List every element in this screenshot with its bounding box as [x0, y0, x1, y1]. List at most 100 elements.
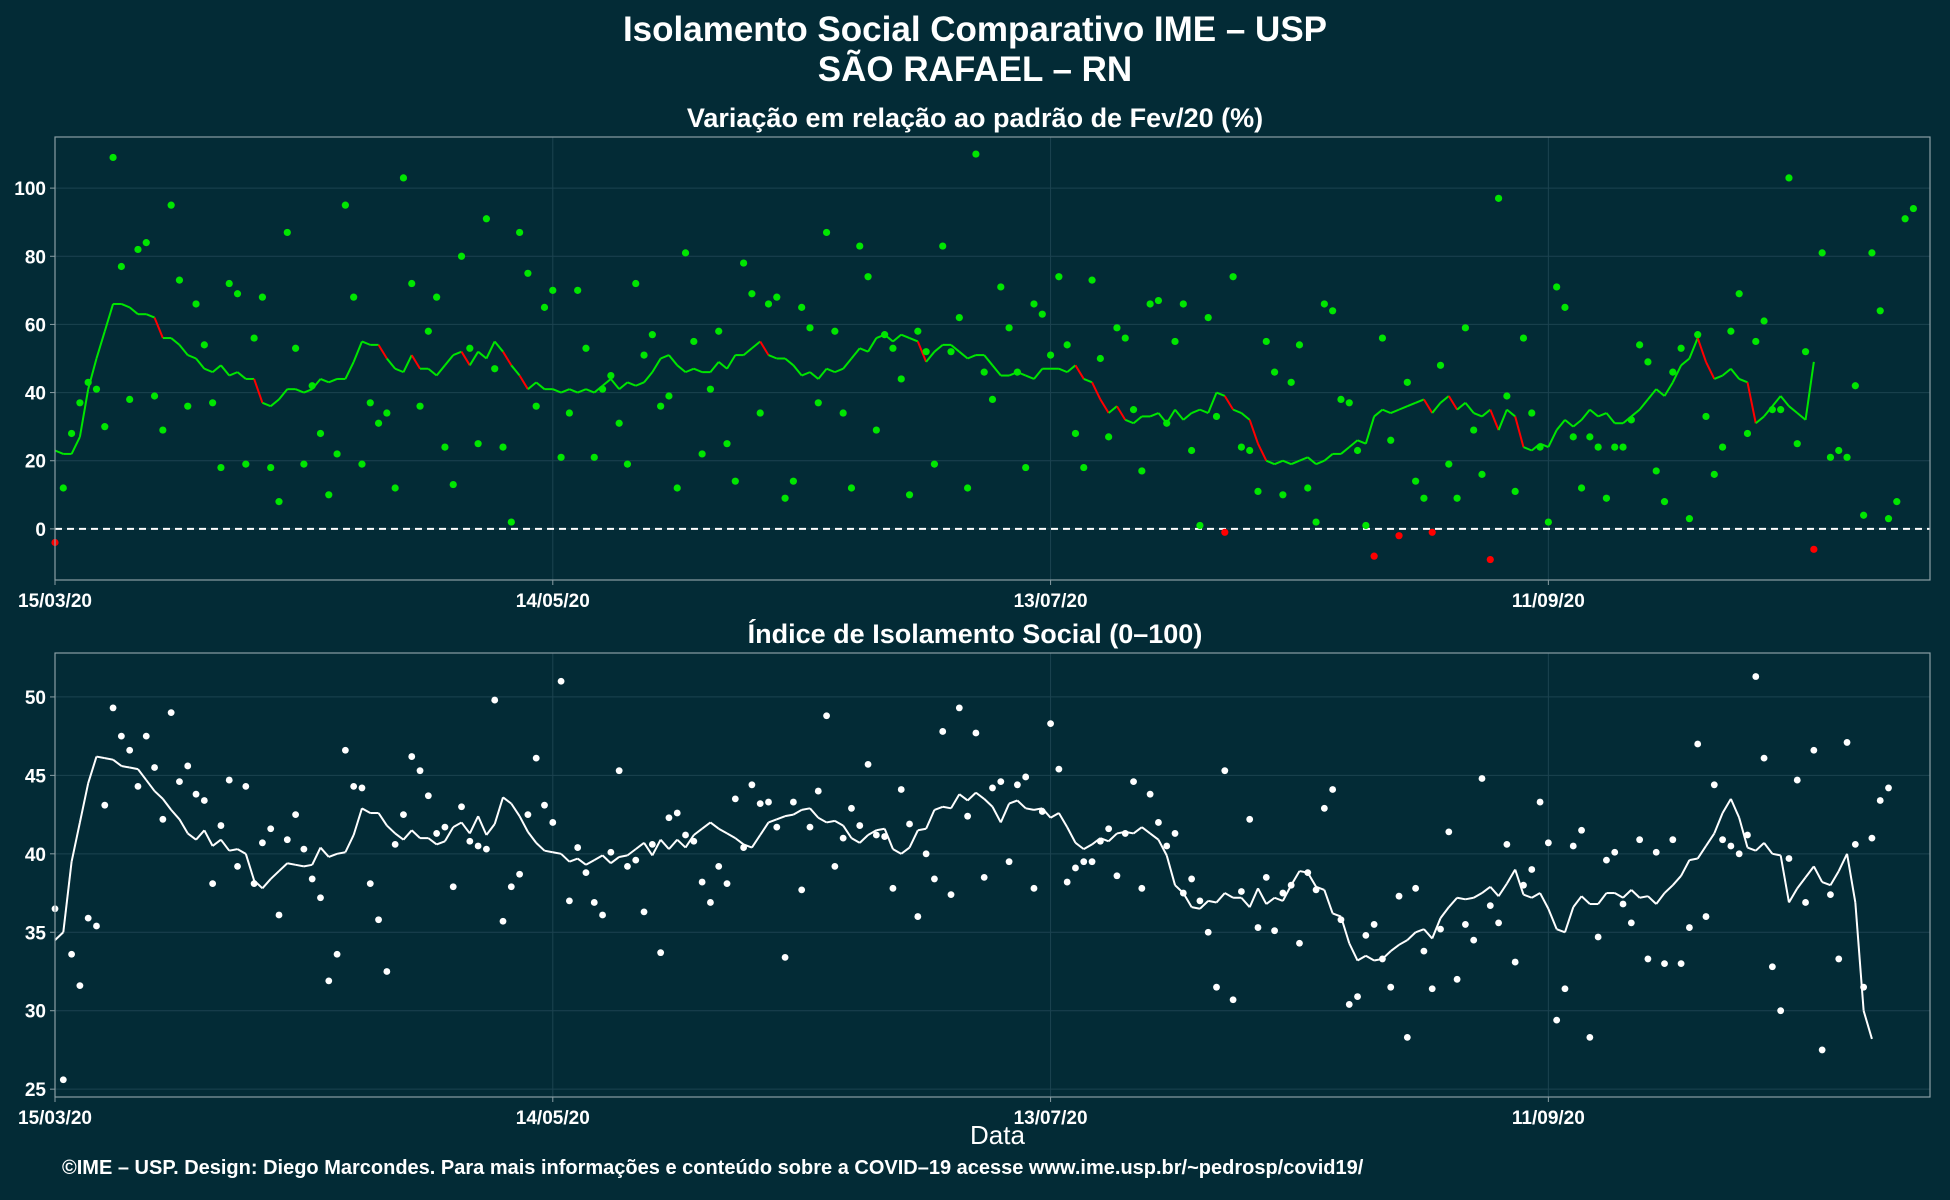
index-data-point: [1719, 836, 1726, 844]
variation-data-point: [217, 463, 225, 472]
variation-data-point: [839, 409, 847, 417]
index-moving-average-segment: [162, 798, 172, 811]
index-data-point: [731, 795, 739, 803]
variation-data-point: [1901, 215, 1909, 223]
variation-data-point: [300, 460, 308, 468]
index-data-point: [1221, 767, 1229, 775]
variation-x-tick-label: 14/05/20: [516, 591, 590, 612]
index-moving-average-segment: [1199, 900, 1209, 910]
index-moving-average-segment: [1265, 896, 1276, 905]
index-data-point: [906, 820, 913, 828]
index-moving-average-segment: [569, 857, 579, 863]
variation-data-point: [1229, 273, 1237, 281]
variation-data-point: [1212, 412, 1221, 421]
variation-data-point: [1436, 361, 1445, 369]
variation-data-point: [1395, 532, 1403, 540]
index-data-point: [209, 880, 217, 888]
variation-data-point: [657, 402, 665, 410]
index-moving-average-segment: [1713, 812, 1724, 834]
variation-moving-average-segment: [435, 364, 446, 377]
variation-moving-average-segment: [933, 344, 944, 353]
index-moving-average-segment: [229, 848, 238, 852]
index-moving-average-segment: [1779, 855, 1790, 903]
index-moving-average-segment: [1680, 859, 1691, 877]
index-y-tick-label: 25: [25, 1080, 47, 1101]
index-x-tick-label: 15/03/20: [18, 1108, 92, 1129]
index-data-point: [648, 841, 656, 848]
variation-data-point: [831, 327, 839, 335]
index-data-point: [640, 908, 648, 916]
variation-data-point: [1237, 443, 1245, 451]
index-moving-average-segment: [1074, 842, 1085, 850]
variation-moving-average-segment: [601, 378, 612, 387]
index-panel-border: [54, 652, 1931, 1098]
index-data-point: [1130, 778, 1137, 786]
variation-moving-average-segment: [253, 378, 264, 404]
variation-data-point: [101, 423, 109, 431]
index-data-point: [242, 782, 250, 790]
variation-data-point: [474, 440, 482, 448]
variation-data-point: [1876, 307, 1884, 315]
variation-y-tick-label: 60: [25, 315, 46, 336]
index-moving-average-segment: [701, 821, 712, 830]
variation-moving-average-segment: [768, 354, 778, 360]
index-data-point: [1594, 933, 1602, 941]
variation-moving-average-segment: [967, 354, 977, 360]
variation-moving-average-segment: [410, 354, 421, 370]
index-moving-average-segment: [999, 803, 1011, 823]
index-moving-average-segment: [352, 808, 363, 836]
index-data-point: [325, 977, 333, 985]
index-data-point: [1005, 858, 1013, 866]
variation-data-point: [1494, 194, 1503, 202]
index-y-tick-label: 50: [25, 688, 46, 709]
index-data-point: [1553, 1016, 1561, 1024]
variation-data-point: [1735, 290, 1743, 298]
index-moving-average-segment: [1630, 889, 1641, 899]
variation-data-point: [698, 450, 706, 458]
index-moving-average-segment: [377, 812, 388, 827]
variation-moving-average-segment: [1207, 392, 1218, 414]
variation-data-point: [1893, 498, 1901, 506]
variation-moving-average-segment: [1083, 378, 1093, 384]
index-data-point: [101, 801, 109, 809]
variation-moving-average-segment: [1721, 367, 1732, 377]
variation-data-point: [773, 293, 781, 301]
variation-data-point: [607, 371, 615, 380]
index-moving-average-segment: [1008, 799, 1018, 805]
variation-data-point: [1826, 453, 1835, 461]
variation-data-point: [1270, 368, 1279, 376]
variation-data-point: [1486, 555, 1494, 564]
index-data-point: [1578, 826, 1585, 834]
variation-data-point: [1685, 515, 1694, 523]
index-data-point: [1735, 850, 1743, 858]
index-data-point: [682, 831, 689, 839]
index-moving-average-segment: [1523, 893, 1533, 899]
variation-data-point: [988, 395, 997, 403]
variation-data-point: [590, 453, 598, 461]
index-moving-average-segment: [560, 853, 571, 863]
index-data-point: [151, 764, 158, 771]
index-data-point: [1636, 836, 1644, 844]
variation-data-point: [972, 150, 980, 158]
index-data-point: [856, 822, 864, 829]
index-data-point: [1279, 889, 1287, 897]
variation-data-point: [1022, 463, 1030, 472]
variation-data-point: [814, 399, 822, 407]
index-data-point: [1379, 955, 1386, 963]
variation-moving-average-segment: [784, 357, 795, 367]
variation-moving-average-segment: [1307, 456, 1317, 465]
variation-data-point: [466, 344, 474, 352]
index-moving-average-segment: [237, 848, 247, 855]
index-moving-average-segment: [129, 766, 139, 771]
variation-moving-average-segment: [693, 367, 703, 374]
variation-moving-average-segment: [120, 303, 131, 309]
variation-moving-average-segment: [1755, 415, 1765, 425]
variation-data-point: [441, 443, 449, 451]
index-moving-average-segment: [892, 848, 902, 855]
index-data-point: [947, 891, 955, 899]
index-data-point: [1453, 975, 1461, 983]
index-moving-average-segment: [859, 834, 869, 844]
index-moving-average-segment: [54, 931, 64, 941]
variation-moving-average-segment: [195, 357, 206, 370]
index-moving-average-segment: [1323, 889, 1334, 914]
